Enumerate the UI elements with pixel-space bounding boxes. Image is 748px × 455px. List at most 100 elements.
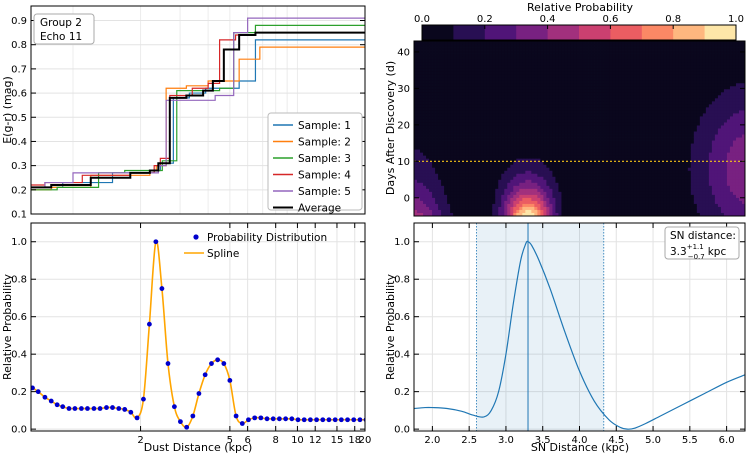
heatmap-cell <box>579 158 583 163</box>
heatmap-cell <box>642 83 647 87</box>
heatmap-cell <box>456 41 460 45</box>
heatmap-cell <box>504 188 508 193</box>
heatmap-cell <box>510 83 514 87</box>
heatmap-cell <box>480 134 484 138</box>
heatmap-cell <box>435 92 439 96</box>
heatmap-cell <box>579 164 583 169</box>
heatmap-cell <box>531 191 535 196</box>
heatmap-cell <box>426 83 430 87</box>
heatmap-cell <box>522 47 526 51</box>
heatmap-cell <box>621 170 626 175</box>
heatmap-cell <box>423 50 427 54</box>
heatmap-cell <box>537 200 541 205</box>
heatmap-cell <box>597 170 601 175</box>
heatmap-cell <box>477 158 481 163</box>
heatmap-cell <box>462 122 466 126</box>
heatmap-cell <box>537 83 541 87</box>
heatmap-cell <box>492 119 496 123</box>
heatmap-cell <box>444 173 448 178</box>
heatmap-cell <box>432 53 436 57</box>
heatmap-cell <box>528 155 532 160</box>
heatmap-cell <box>630 203 635 208</box>
heatmap-cell <box>630 128 635 132</box>
heatmap-cell <box>651 98 656 102</box>
heatmap-cell <box>642 137 647 141</box>
heatmap-cell <box>522 62 526 66</box>
heatmap-cell <box>549 53 553 57</box>
heatmap-cell <box>549 140 553 144</box>
heatmap-cell <box>435 116 439 120</box>
heatmap-cell <box>558 185 562 190</box>
heatmap-cell <box>450 77 454 81</box>
heatmap-cell <box>534 200 538 205</box>
heatmap-cell <box>654 194 659 199</box>
heatmap-cell <box>633 173 638 178</box>
heatmap-cell <box>558 95 562 99</box>
heatmap-cell <box>588 155 592 160</box>
heatmap-cell <box>456 116 460 120</box>
heatmap-cell <box>567 113 571 117</box>
bl-probability-point <box>190 413 196 419</box>
heatmap-cell <box>474 92 478 96</box>
heatmap-cell <box>540 50 544 54</box>
heatmap-cell <box>462 185 466 190</box>
heatmap-cell <box>642 110 647 114</box>
heatmap-cell <box>477 161 481 166</box>
heatmap-cell <box>507 185 511 190</box>
heatmap-cell <box>522 212 526 216</box>
heatmap-cell <box>486 206 490 211</box>
heatmap-cell <box>618 47 623 51</box>
heatmap-cell <box>474 170 478 175</box>
heatmap-cell <box>519 149 523 154</box>
heatmap-cell <box>495 170 499 175</box>
heatmap-cell <box>615 143 620 148</box>
heatmap-cell <box>591 194 595 199</box>
heatmap-cell <box>489 185 493 190</box>
heatmap-cell <box>651 44 656 48</box>
heatmap-cell <box>627 179 632 184</box>
heatmap-cell <box>423 74 427 78</box>
heatmap-cell <box>438 50 442 54</box>
heatmap-cell <box>531 167 535 172</box>
heatmap-cell <box>528 206 532 211</box>
heatmap-cell <box>522 176 526 181</box>
heatmap-cell <box>639 149 644 154</box>
heatmap-cell <box>585 53 589 57</box>
heatmap-cell <box>459 140 463 144</box>
heatmap-cell <box>567 182 571 187</box>
heatmap-cell <box>600 161 604 166</box>
heatmap-cell <box>447 152 451 157</box>
heatmap-cell <box>627 161 632 166</box>
heatmap-cell <box>651 200 656 205</box>
heatmap-cell <box>423 158 427 163</box>
heatmap-cell <box>627 92 632 96</box>
heatmap-cell <box>519 101 523 105</box>
heatmap-cell <box>456 143 460 148</box>
heatmap-cell <box>546 44 550 48</box>
heatmap-cell <box>456 128 460 132</box>
heatmap-cell <box>450 92 454 96</box>
heatmap-cell <box>444 56 448 60</box>
heatmap-cell <box>579 80 583 84</box>
bl-probability-point <box>184 424 190 430</box>
heatmap-cell <box>510 176 514 181</box>
heatmap-cell <box>594 71 598 75</box>
heatmap-cell <box>579 200 583 205</box>
heatmap-cell <box>618 143 623 148</box>
heatmap-cell <box>441 56 445 60</box>
heatmap-cell <box>453 152 457 157</box>
heatmap-cell <box>510 92 514 96</box>
heatmap-cell <box>648 95 653 99</box>
heatmap-cell <box>609 47 613 51</box>
heatmap-cell <box>498 104 502 108</box>
heatmap-cell <box>582 116 586 120</box>
heatmap-cell <box>498 116 502 120</box>
heatmap-cell <box>585 68 589 72</box>
heatmap-cell <box>618 185 623 190</box>
heatmap-cell <box>489 149 493 154</box>
heatmap-cell <box>534 206 538 211</box>
heatmap-cell <box>447 173 451 178</box>
heatmap-cell <box>447 197 451 202</box>
heatmap-cell <box>624 113 629 117</box>
heatmap-cell <box>486 203 490 208</box>
